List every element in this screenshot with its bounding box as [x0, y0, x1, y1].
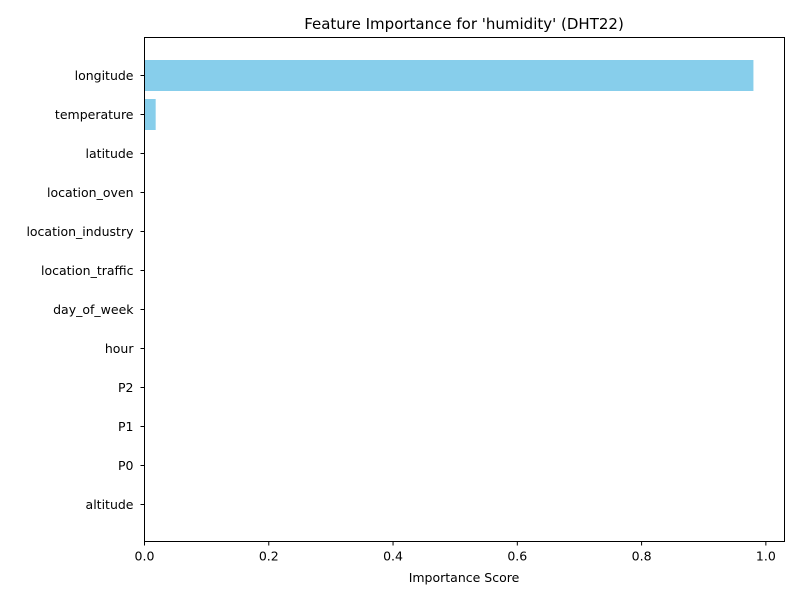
y-axis-ticks: longitude temperature latitude location_ove…	[26, 68, 145, 512]
x-tick-label: 0.0	[135, 549, 155, 564]
chart-title: Feature Importance for 'humidity' (DHT22…	[304, 15, 624, 33]
y-tick-label: hour	[105, 341, 134, 356]
y-tick-label: location_traffic	[41, 263, 134, 278]
y-tick-label: P0	[118, 458, 134, 473]
y-tick-label: location_industry	[26, 224, 134, 239]
bar-temperature	[144, 99, 156, 130]
bars-group	[144, 60, 754, 130]
y-tick-label: P2	[118, 380, 134, 395]
y-tick-label: altitude	[86, 497, 134, 512]
x-tick-label: 0.6	[507, 549, 527, 564]
y-tick-label: temperature	[55, 107, 134, 122]
x-tick-label: 0.4	[383, 549, 403, 564]
x-tick-label: 0.8	[632, 549, 652, 564]
y-tick-label: longitude	[75, 68, 134, 83]
x-tick-label: 0.2	[259, 549, 279, 564]
y-tick-label: P1	[118, 419, 134, 434]
y-tick-label: location_oven	[47, 185, 134, 200]
plot-frame	[144, 37, 785, 542]
x-axis-ticks: 0.0 0.2 0.4 0.6 0.8 1.0	[135, 541, 776, 564]
x-axis-label: Importance Score	[409, 570, 520, 585]
y-tick-label: latitude	[86, 146, 134, 161]
x-tick-label: 1.0	[756, 549, 776, 564]
y-tick-label: day_of_week	[53, 302, 134, 317]
bar-longitude	[144, 60, 754, 91]
